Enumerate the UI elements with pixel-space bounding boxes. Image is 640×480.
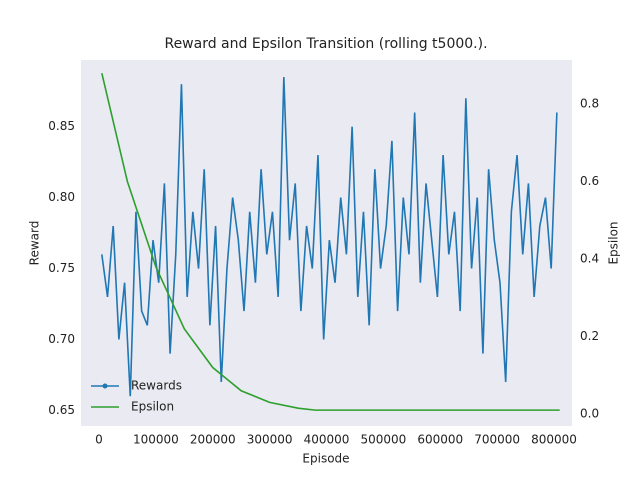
x-tick-label: 100000 [133, 433, 179, 447]
x-tick-label: 0 [95, 433, 103, 447]
x-tick-label: 400000 [304, 433, 350, 447]
legend-label: Rewards [131, 379, 182, 393]
y2-tick-label: 0.2 [580, 329, 599, 343]
x-tick-label: 500000 [360, 433, 406, 447]
x-tick-label: 300000 [247, 433, 293, 447]
series-line [101, 72, 560, 411]
y-tick-label: 0.75 [48, 261, 75, 275]
chart-title: Reward and Epsilon Transition (rolling t… [164, 36, 487, 52]
x-tick-label: 600000 [417, 433, 463, 447]
y-tick-label: 0.70 [48, 332, 75, 346]
y-tick-label: 0.65 [48, 403, 75, 417]
plot-area [81, 60, 572, 426]
y-axis-label: Reward [28, 221, 42, 266]
legend-label: Epsilon [131, 400, 174, 414]
series-line [101, 76, 558, 397]
y2-tick-label: 0.4 [580, 252, 599, 266]
y2-tick-label: 0.8 [580, 97, 599, 111]
x-tick-label: 700000 [474, 433, 520, 447]
y-tick-label: 0.85 [48, 119, 75, 133]
y2-tick-label: 0.0 [580, 406, 599, 420]
x-axis-label: Episode [302, 452, 349, 466]
x-tick-label: 800000 [531, 433, 577, 447]
y-tick-label: 0.80 [48, 190, 75, 204]
legend-marker [102, 383, 108, 389]
x-tick-label: 200000 [190, 433, 236, 447]
y2-axis-label: Epsilon [607, 221, 621, 264]
y2-tick-label: 0.6 [580, 174, 599, 188]
